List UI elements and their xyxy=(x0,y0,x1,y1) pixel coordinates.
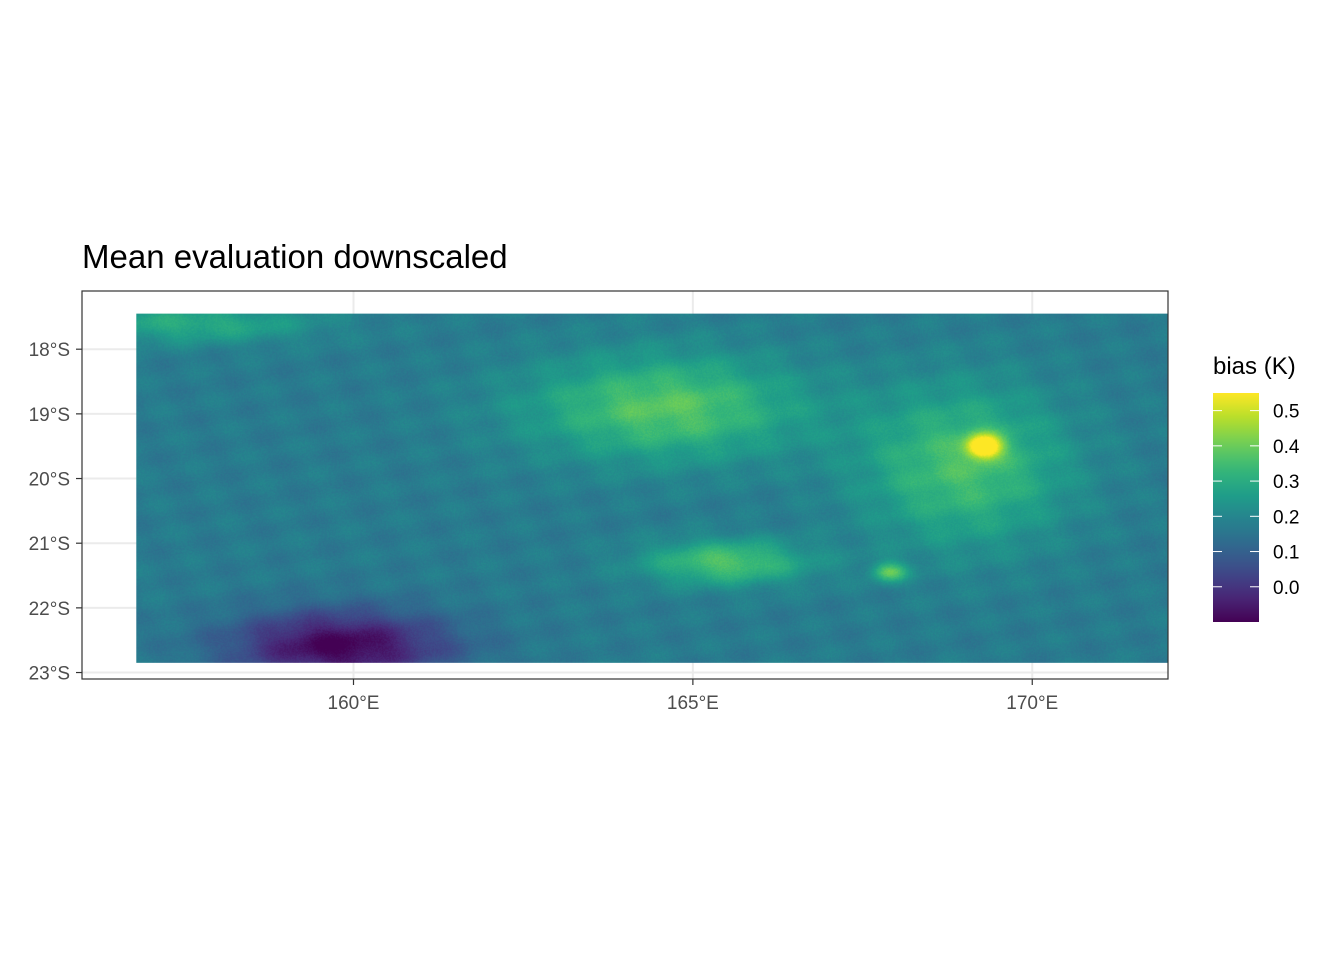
bias-raster xyxy=(136,313,1168,663)
y-tick-label-0: 18°S xyxy=(29,340,70,361)
colorbar-ticks: 0.5 0.4 0.3 0.2 0.1 0.0 xyxy=(1213,402,1300,599)
chart-title: Mean evaluation downscaled xyxy=(82,238,508,275)
colorbar-label-1: 0.4 xyxy=(1273,437,1300,458)
x-tick-label-1: 165°E xyxy=(667,693,719,714)
x-axis: 160°E 165°E 170°E xyxy=(328,679,1058,714)
legend-title: bias (K) xyxy=(1213,353,1296,380)
x-tick-label-2: 170°E xyxy=(1006,693,1058,714)
y-tick-label-2: 20°S xyxy=(29,470,70,491)
y-tick-label-4: 22°S xyxy=(29,599,70,620)
panel-border xyxy=(81,290,1169,680)
colorbar-label-2: 0.3 xyxy=(1273,472,1299,493)
bias-heatmap-image xyxy=(136,313,1168,663)
y-axis: 18°S 19°S 20°S 21°S 22°S 23°S xyxy=(29,340,82,685)
y-tick-label-1: 19°S xyxy=(29,405,70,426)
y-tick-label-5: 23°S xyxy=(29,664,70,685)
colorbar-legend: bias (K) 0.5 0.4 0.3 0.2 0.1 0.0 xyxy=(1213,353,1300,622)
colorbar-label-0: 0.5 xyxy=(1273,402,1299,423)
x-tick-label-0: 160°E xyxy=(328,693,380,714)
colorbar-label-5: 0.0 xyxy=(1273,578,1299,599)
colorbar-label-4: 0.1 xyxy=(1273,543,1299,564)
y-tick-label-3: 21°S xyxy=(29,534,70,555)
colorbar-label-3: 0.2 xyxy=(1273,507,1299,528)
colorbar xyxy=(1213,393,1259,622)
